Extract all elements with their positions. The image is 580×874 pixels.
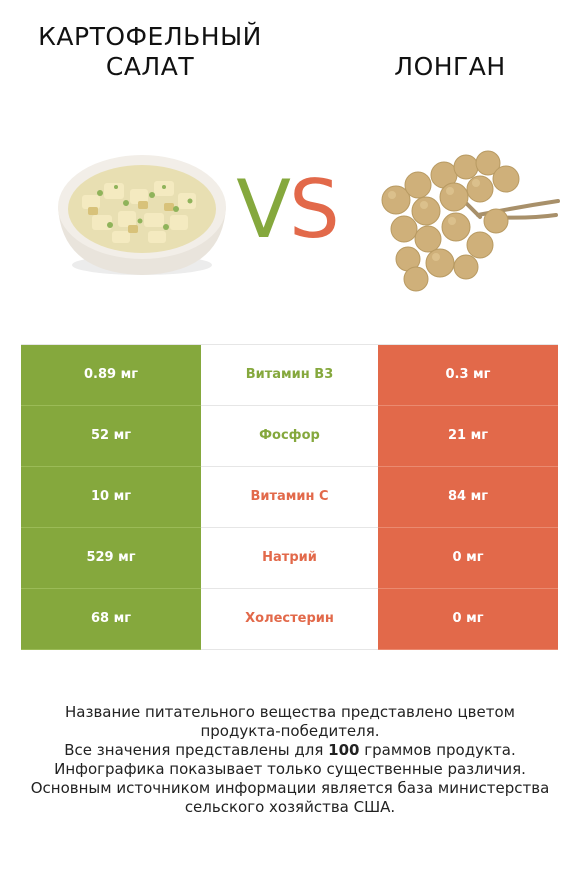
footer-line: продукта-победителя.: [200, 722, 380, 740]
left-food-title: КАРТОФЕЛЬНЫЙ САЛАТ: [20, 22, 280, 82]
footer-line: Название питательного вещества представл…: [65, 703, 515, 721]
left-food-title-line1: КАРТОФЕЛЬНЫЙ: [38, 22, 262, 51]
nutrient-name: Натрий: [201, 528, 378, 588]
left-value: 52 мг: [21, 406, 201, 467]
footer-line: Все значения представлены для 100 граммо…: [20, 741, 560, 760]
left-value: 68 мг: [21, 589, 201, 650]
table-row: 10 мг Витамин C 84 мг: [21, 467, 558, 528]
right-value: 21 мг: [378, 406, 558, 467]
footer-line: сельского хозяйства США.: [184, 798, 396, 816]
footer-text: граммов продукта.: [359, 741, 516, 759]
footer-line: Основным источником информации является …: [30, 779, 550, 797]
nutrient-name: Витамин C: [201, 467, 378, 527]
left-value: 529 мг: [21, 528, 201, 589]
longan-image: [381, 150, 560, 292]
right-value: 0 мг: [378, 589, 558, 650]
right-value: 0.3 мг: [378, 345, 558, 406]
table-row: 52 мг Фосфор 21 мг: [21, 406, 558, 467]
footer-line: Инфографика показывает только существенн…: [54, 760, 526, 778]
left-value: 0.89 мг: [21, 345, 201, 406]
table-row: 529 мг Натрий 0 мг: [21, 528, 558, 589]
left-food-title-line2: САЛАТ: [105, 52, 195, 81]
footer-text: Все значения представлены для: [64, 741, 329, 759]
versus-s: S: [288, 163, 340, 256]
versus-v: V: [236, 163, 291, 256]
table-row: 0.89 мг Витамин B3 0.3 мг: [21, 344, 558, 406]
comparison-table: 0.89 мг Витамин B3 0.3 мг 52 мг Фосфор 2…: [21, 344, 558, 650]
nutrient-name: Холестерин: [201, 589, 378, 649]
footer-amount: 100: [328, 741, 360, 759]
potato-salad-image: [58, 155, 226, 275]
left-value: 10 мг: [21, 467, 201, 528]
right-food-title: ЛОНГАН: [394, 52, 506, 81]
table-row: 68 мг Холестерин 0 мг: [21, 589, 558, 650]
right-value: 84 мг: [378, 467, 558, 528]
right-value: 0 мг: [378, 528, 558, 589]
nutrient-name: Витамин B3: [201, 345, 378, 405]
versus-label: VS: [222, 160, 352, 260]
nutrient-name: Фосфор: [201, 406, 378, 466]
footer-notes: Название питательного вещества представл…: [20, 703, 560, 817]
